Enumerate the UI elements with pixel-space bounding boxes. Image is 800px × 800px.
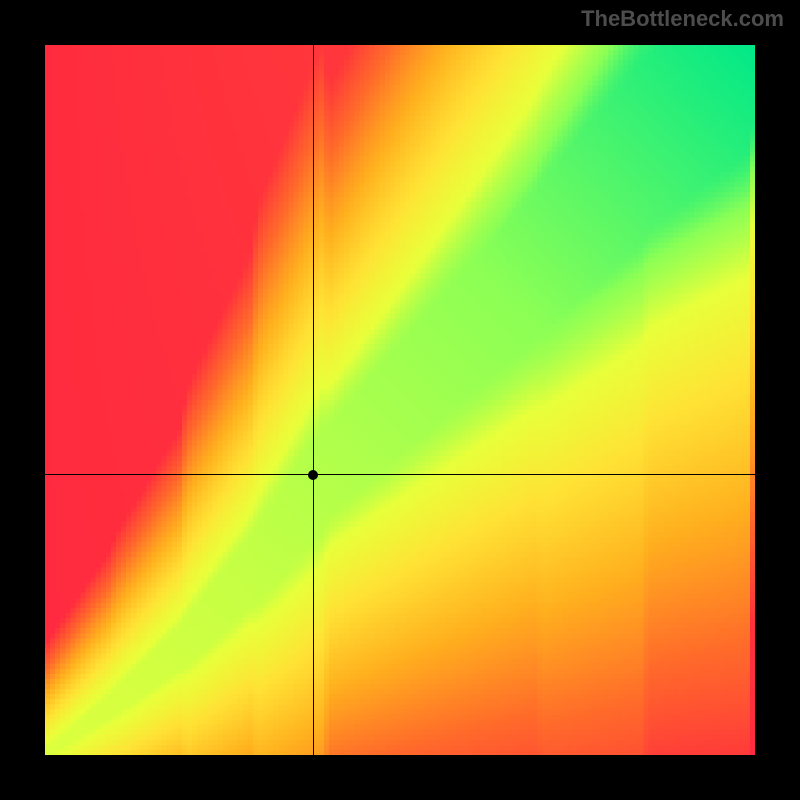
crosshair-vertical-line [313, 45, 314, 755]
bottleneck-heatmap-frame [45, 45, 755, 755]
watermark-text: TheBottleneck.com [581, 6, 784, 32]
crosshair-marker-dot [308, 470, 318, 480]
bottleneck-heatmap-canvas [45, 45, 755, 755]
crosshair-horizontal-line [45, 474, 755, 475]
